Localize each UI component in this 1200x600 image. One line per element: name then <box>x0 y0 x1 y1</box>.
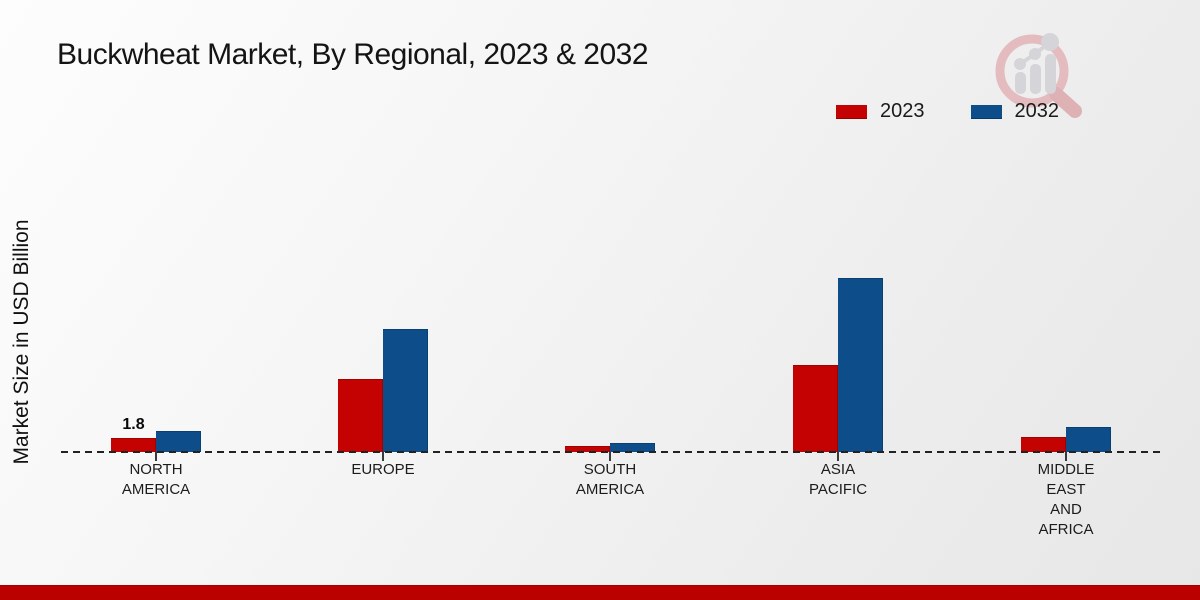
x-axis-tick-asia-pacific <box>837 452 839 461</box>
bar-2032-north-america <box>156 431 201 452</box>
x-axis-label-middle-east-and-africa: MIDDLE EAST AND AFRICA <box>1037 461 1095 538</box>
legend-label-2023: 2023 <box>880 100 925 122</box>
bar-2023-asia-pacific <box>793 365 838 452</box>
x-axis-label-south-america: SOUTH AMERICA <box>575 461 645 498</box>
x-axis-tick-south-america <box>609 452 611 461</box>
x-axis-tick-europe <box>382 452 384 461</box>
bar-2023-south-america <box>565 446 610 452</box>
legend-item-2032: 2032 <box>970 100 1060 123</box>
logo-bars <box>1015 54 1056 94</box>
bar-2023-north-america <box>111 438 156 452</box>
logo-trend-line <box>1014 33 1059 70</box>
data-label-2023-north-america: 1.8 <box>122 416 145 433</box>
bar-2032-middle-east-and-africa <box>1066 427 1111 452</box>
magnifier-ring <box>995 34 1069 108</box>
bar-2032-south-america <box>610 443 655 452</box>
bar-2023-middle-east-and-africa <box>1021 437 1066 452</box>
legend-item-2023: 2023 <box>836 100 925 123</box>
bar-2032-europe <box>383 329 428 452</box>
x-axis-tick-north-america <box>155 452 157 461</box>
legend-swatch-2032 <box>970 104 1002 119</box>
x-axis-tick-middle-east-and-africa <box>1065 452 1067 461</box>
chart-title: Buckwheat Market, By Regional, 2023 & 20… <box>57 38 649 71</box>
magnifier-handle <box>1049 87 1082 118</box>
legend: 2023 2032 <box>836 100 1059 123</box>
bar-2023-europe <box>338 379 383 452</box>
legend-swatch-2023 <box>836 104 867 119</box>
legend-label-2032: 2032 <box>1014 100 1060 122</box>
footer-accent-bar <box>0 585 1200 600</box>
x-axis-label-europe: EUROPE <box>351 461 415 478</box>
x-axis-baseline <box>61 451 1161 453</box>
x-axis-label-asia-pacific: ASIA PACIFIC <box>808 461 868 498</box>
x-axis-label-north-america: NORTH AMERICA <box>121 461 191 498</box>
brand-logo-icon <box>995 33 1082 118</box>
bar-2032-asia-pacific <box>838 278 883 452</box>
